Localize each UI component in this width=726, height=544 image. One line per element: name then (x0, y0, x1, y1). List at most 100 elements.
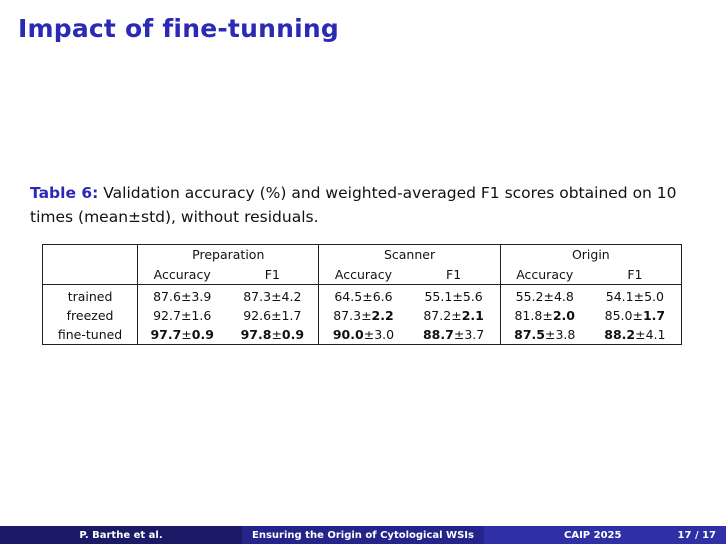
table-cell: 87.3±2.2 (318, 306, 408, 325)
row-label: trained (42, 284, 138, 306)
plus-minus-sign: ± (542, 308, 553, 323)
table-cell: 87.2±2.1 (408, 306, 501, 325)
group-header-origin: Origin (499, 244, 682, 264)
table-cell: 54.1±5.0 (588, 284, 682, 306)
plus-minus-sign: ± (271, 327, 282, 342)
plus-minus-sign: ± (363, 327, 375, 342)
plus-minus-sign: ± (632, 308, 643, 323)
cell-std: 3.0 (374, 327, 395, 342)
cell-std: 0.9 (191, 327, 214, 342)
cell-mean: 55.2 (515, 289, 544, 304)
footer-short-title: Ensuring the Origin of Cytological WSIs (242, 526, 484, 544)
caption-label: Table 6: (30, 184, 99, 202)
table-row: trained 87.6±3.9 87.3±4.2 64.5±6.6 55.1±5.6 5… (42, 284, 682, 306)
metric-header-accuracy: Accuracy (318, 264, 408, 285)
plus-minus-sign: ± (451, 308, 462, 323)
cell-std: 1.7 (642, 308, 666, 323)
table-row: fine-tuned 97.7±0.9 97.8±0.9 90.0±3.0 88.7±3… (43, 325, 682, 345)
table-cell: 81.8±2.0 (499, 306, 589, 325)
cell-mean: 88.7 (422, 327, 454, 342)
slide-title: Impact of fine-tunning (18, 14, 339, 43)
cell-mean: 92.6 (243, 308, 272, 323)
cell-mean: 87.2 (423, 308, 452, 323)
plus-minus-sign: ± (362, 289, 373, 304)
plus-minus-sign: ± (361, 308, 372, 323)
cell-mean: 64.5 (334, 289, 363, 304)
results-table: Preparation Scanner Origin Accuracy F1 A… (42, 244, 682, 345)
empty-corner-cell (43, 245, 138, 265)
table-cell: 92.7±1.6 (137, 306, 227, 325)
metric-header-accuracy: Accuracy (499, 264, 589, 285)
plus-minus-sign: ± (271, 308, 282, 323)
group-header-scanner: Scanner (318, 244, 501, 264)
cell-std: 4.2 (281, 289, 302, 304)
footer-author: P. Barthe et al. (0, 526, 242, 544)
table-cell: 87.3±4.2 (226, 284, 319, 306)
cell-mean: 55.1 (424, 289, 453, 304)
table-cell: 97.7±0.9 (137, 325, 227, 345)
plus-minus-sign: ± (180, 308, 192, 323)
plus-minus-sign: ± (633, 289, 645, 304)
footer-page-number: 17 / 17 (677, 529, 716, 541)
plus-minus-sign: ± (544, 327, 556, 342)
plus-minus-sign: ± (453, 327, 465, 342)
plus-minus-sign: ± (452, 289, 463, 304)
table-cell: 88.7±3.7 (408, 325, 501, 345)
cell-mean: 87.5 (514, 327, 545, 342)
cell-std: 1.7 (281, 308, 302, 323)
plus-minus-sign: ± (635, 327, 646, 342)
cell-std: 3.8 (555, 327, 576, 342)
metric-header-f1: F1 (627, 266, 643, 282)
table-cell: 55.1±5.6 (407, 284, 501, 306)
cell-mean: 90.0 (332, 327, 364, 342)
caption-text: Validation accuracy (%) and weighted-ave… (30, 184, 677, 226)
cell-mean: 54.1 (605, 289, 634, 304)
cell-std: 0.9 (281, 327, 305, 342)
cell-mean: 87.3 (243, 289, 272, 304)
table-cell: 87.6±3.9 (137, 284, 227, 306)
table-cell: 87.5±3.8 (499, 325, 589, 345)
table-body: trained 87.6±3.9 87.3±4.2 64.5±6.6 55.1±5.6 5… (42, 284, 682, 345)
cell-std: 3.7 (464, 327, 485, 342)
row-label: fine-tuned (57, 327, 123, 342)
cell-std: 5.0 (644, 289, 664, 304)
table-cell: 64.5±6.6 (318, 284, 408, 306)
cell-std: 3.9 (191, 289, 212, 304)
footer-venue: CAIP 2025 (564, 529, 622, 541)
metric-header-f1: F1 (264, 266, 280, 282)
table-cell: 97.8±0.9 (226, 325, 319, 345)
cell-mean: 81.8 (514, 308, 543, 323)
group-header-row: Preparation Scanner Origin (43, 244, 682, 265)
cell-mean: 85.0 (604, 308, 633, 323)
cell-std: 1.6 (191, 308, 212, 323)
cell-std: 4.1 (645, 327, 666, 342)
cell-mean: 88.2 (604, 327, 636, 342)
footer-right: CAIP 2025 17 / 17 (484, 526, 726, 544)
cell-std: 5.6 (462, 289, 483, 304)
cell-mean: 97.7 (150, 327, 182, 342)
cell-std: 2.0 (552, 308, 575, 323)
group-header-preparation: Preparation (137, 244, 319, 264)
table-cell: 55.2±4.8 (499, 284, 589, 306)
cell-mean: 87.3 (333, 308, 362, 323)
plus-minus-sign: ± (180, 289, 192, 304)
metric-header-f1: F1 (446, 266, 462, 282)
cell-mean: 87.6 (153, 289, 181, 304)
plus-minus-sign: ± (271, 289, 282, 304)
table-cell: 90.0±3.0 (318, 325, 408, 345)
plus-minus-sign: ± (543, 289, 554, 304)
plus-minus-sign: ± (181, 327, 192, 342)
footer-bar: P. Barthe et al. Ensuring the Origin of … (0, 526, 726, 544)
cell-std: 2.2 (371, 308, 394, 323)
row-label: freezed (66, 308, 114, 323)
cell-mean: 97.8 (240, 327, 272, 342)
cell-std: 2.1 (461, 308, 484, 323)
metric-header-row: Accuracy F1 Accuracy F1 Accuracy F1 (43, 264, 682, 285)
table-cell: 85.0±1.7 (589, 306, 682, 325)
table-caption: Table 6: Validation accuracy (%) and wei… (30, 181, 700, 229)
cell-std: 6.6 (372, 289, 393, 304)
table-cell: 92.6±1.7 (226, 306, 319, 325)
cell-mean: 92.7 (153, 308, 181, 323)
metric-header-accuracy: Accuracy (137, 264, 227, 285)
cell-std: 4.8 (553, 289, 574, 304)
